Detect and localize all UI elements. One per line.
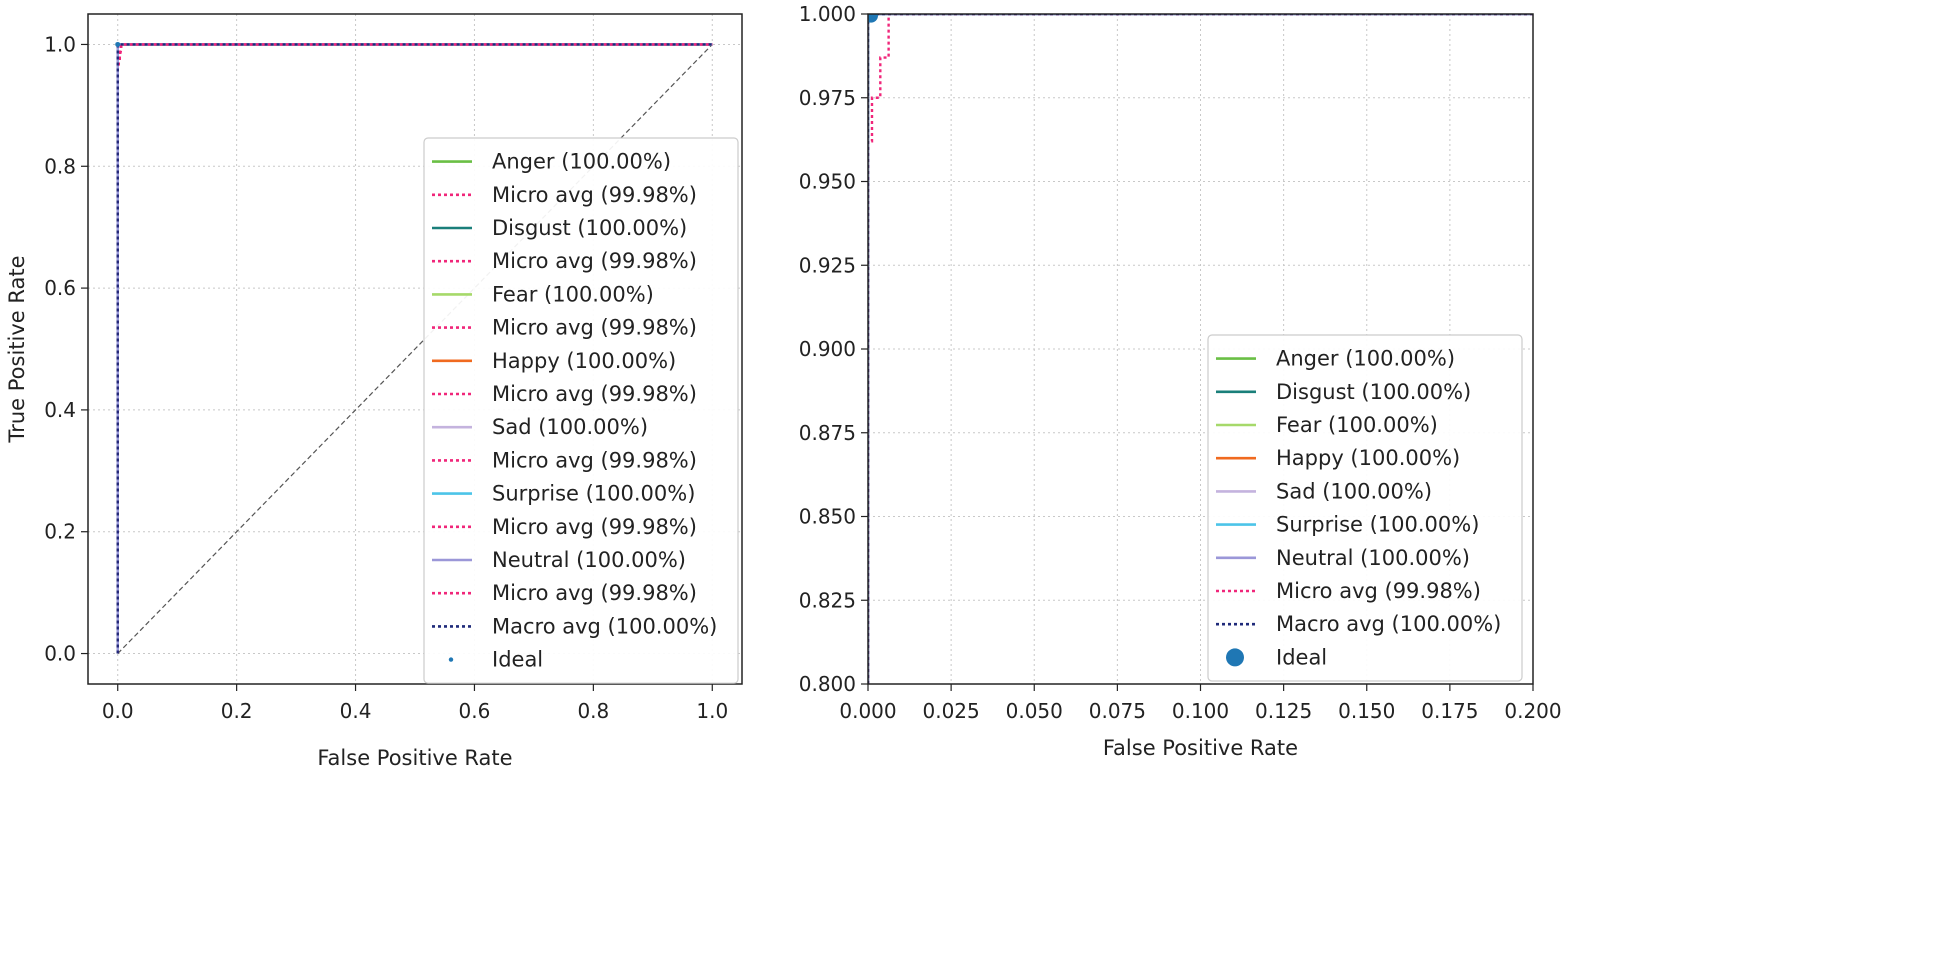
x-tick-label: 0.8 — [577, 699, 609, 723]
legend-entry: Surprise (100.00%) — [1276, 513, 1479, 537]
legend-entry: Micro avg (99.98%) — [492, 316, 697, 340]
y-tick-label: 0.925 — [799, 253, 856, 277]
x-tick-label: 0.2 — [221, 699, 253, 723]
x-tick-label: 0.200 — [1504, 699, 1561, 723]
legend-entry: Surprise (100.00%) — [492, 482, 695, 506]
legend-marker-ideal — [1226, 648, 1244, 667]
legend-entry: Macro avg (100.00%) — [492, 614, 717, 638]
legend-entry: Disgust (100.00%) — [1276, 380, 1471, 404]
x-tick-label: 0.150 — [1338, 699, 1395, 723]
x-axis-label: False Positive Rate — [1103, 736, 1298, 760]
y-tick-label: 1.000 — [799, 2, 856, 26]
y-tick-label: 0.975 — [799, 86, 856, 110]
x-tick-label: 0.000 — [839, 699, 896, 723]
legend-entry: Ideal — [492, 648, 543, 672]
legend-entry: Fear (100.00%) — [492, 282, 654, 306]
x-tick-label: 1.0 — [696, 699, 728, 723]
legend-entry: Micro avg (99.98%) — [492, 581, 697, 605]
ideal-point — [115, 41, 121, 47]
chart-panel-1: 0.0 0.2 0.4 0.6 0.8 1.0 0.0 0.2 0.4 0.6 0.8 1.0 Fals… — [5, 13, 743, 770]
legend-entry: Micro avg (99.98%) — [492, 382, 697, 406]
legend-entry: Happy (100.00%) — [492, 349, 676, 373]
plot-area — [868, 14, 1533, 684]
y-tick-label: 0.6 — [44, 276, 76, 300]
legend-entry: Fear (100.00%) — [1276, 413, 1438, 437]
y-tick-label: 0.4 — [44, 398, 76, 422]
y-tick-label: 0.800 — [799, 672, 856, 696]
legend-box — [423, 137, 739, 684]
legend-entry: Disgust (100.00%) — [492, 216, 687, 240]
legend-entry: Sad (100.00%) — [492, 415, 648, 439]
x-axis-label: False Positive Rate — [317, 746, 512, 770]
legend: Anger (100.00%) Disgust (100.00%) Fear (10… — [1207, 334, 1523, 682]
x-tick-label: 0.0 — [102, 699, 134, 723]
axes-frame — [87, 13, 743, 685]
x-tick-label: 0.175 — [1421, 699, 1478, 723]
y-tick-label: 0.8 — [44, 154, 76, 178]
x-tick-label: 0.125 — [1255, 699, 1312, 723]
legend-entry: Micro avg (99.98%) — [492, 183, 697, 207]
legend-marker-ideal — [448, 657, 454, 662]
legend-entry: Happy (100.00%) — [1276, 446, 1460, 470]
x-tick-label: 0.075 — [1089, 699, 1146, 723]
legend: Anger (100.00%) Micro avg (99.98%) Disgust… — [423, 137, 739, 684]
chance-diagonal-line — [117, 44, 713, 654]
x-tick-label: 0.050 — [1006, 699, 1063, 723]
y-tick-label: 0.825 — [799, 588, 856, 612]
y-tick-label: 0.2 — [44, 520, 76, 544]
legend-entry: Ideal — [1276, 645, 1327, 669]
legend-entry: Neutral (100.00%) — [492, 548, 686, 572]
legend-entry: Micro avg (99.98%) — [492, 515, 697, 539]
x-tick-label: 0.100 — [1172, 699, 1229, 723]
y-tick-label: 0.0 — [44, 642, 76, 666]
roc-curve-7 — [868, 14, 1533, 684]
legend-entry: Sad (100.00%) — [1276, 479, 1432, 503]
y-tick-label: 1.0 — [44, 32, 76, 56]
x-tick-label: 0.6 — [459, 699, 491, 723]
legend-box — [1207, 334, 1523, 682]
x-tick-label: 0.025 — [922, 699, 979, 723]
legend-entry: Macro avg (100.00%) — [1276, 612, 1501, 636]
legend-entry: Micro avg (99.98%) — [1276, 579, 1481, 603]
y-tick-label: 0.950 — [799, 170, 856, 194]
y-tick-label: 0.900 — [799, 337, 856, 361]
plot-area — [115, 41, 713, 654]
chart-panel-2: 0.000 0.025 0.050 0.075 0.100 0.125 0.150 0.175… — [799, 2, 1562, 760]
y-tick-label: 0.875 — [799, 421, 856, 445]
axes-frame — [867, 13, 1534, 685]
legend-entry: Anger (100.00%) — [492, 150, 671, 174]
legend-entry: Micro avg (99.98%) — [492, 448, 697, 472]
y-axis-label: True Positive Rate — [5, 255, 29, 443]
x-tick-label: 0.4 — [340, 699, 372, 723]
legend-entry: Neutral (100.00%) — [1276, 546, 1470, 570]
legend-entry: Anger (100.00%) — [1276, 347, 1455, 371]
legend-entry: Micro avg (99.98%) — [492, 249, 697, 273]
ideal-point — [868, 14, 878, 23]
y-tick-label: 0.850 — [799, 505, 856, 529]
